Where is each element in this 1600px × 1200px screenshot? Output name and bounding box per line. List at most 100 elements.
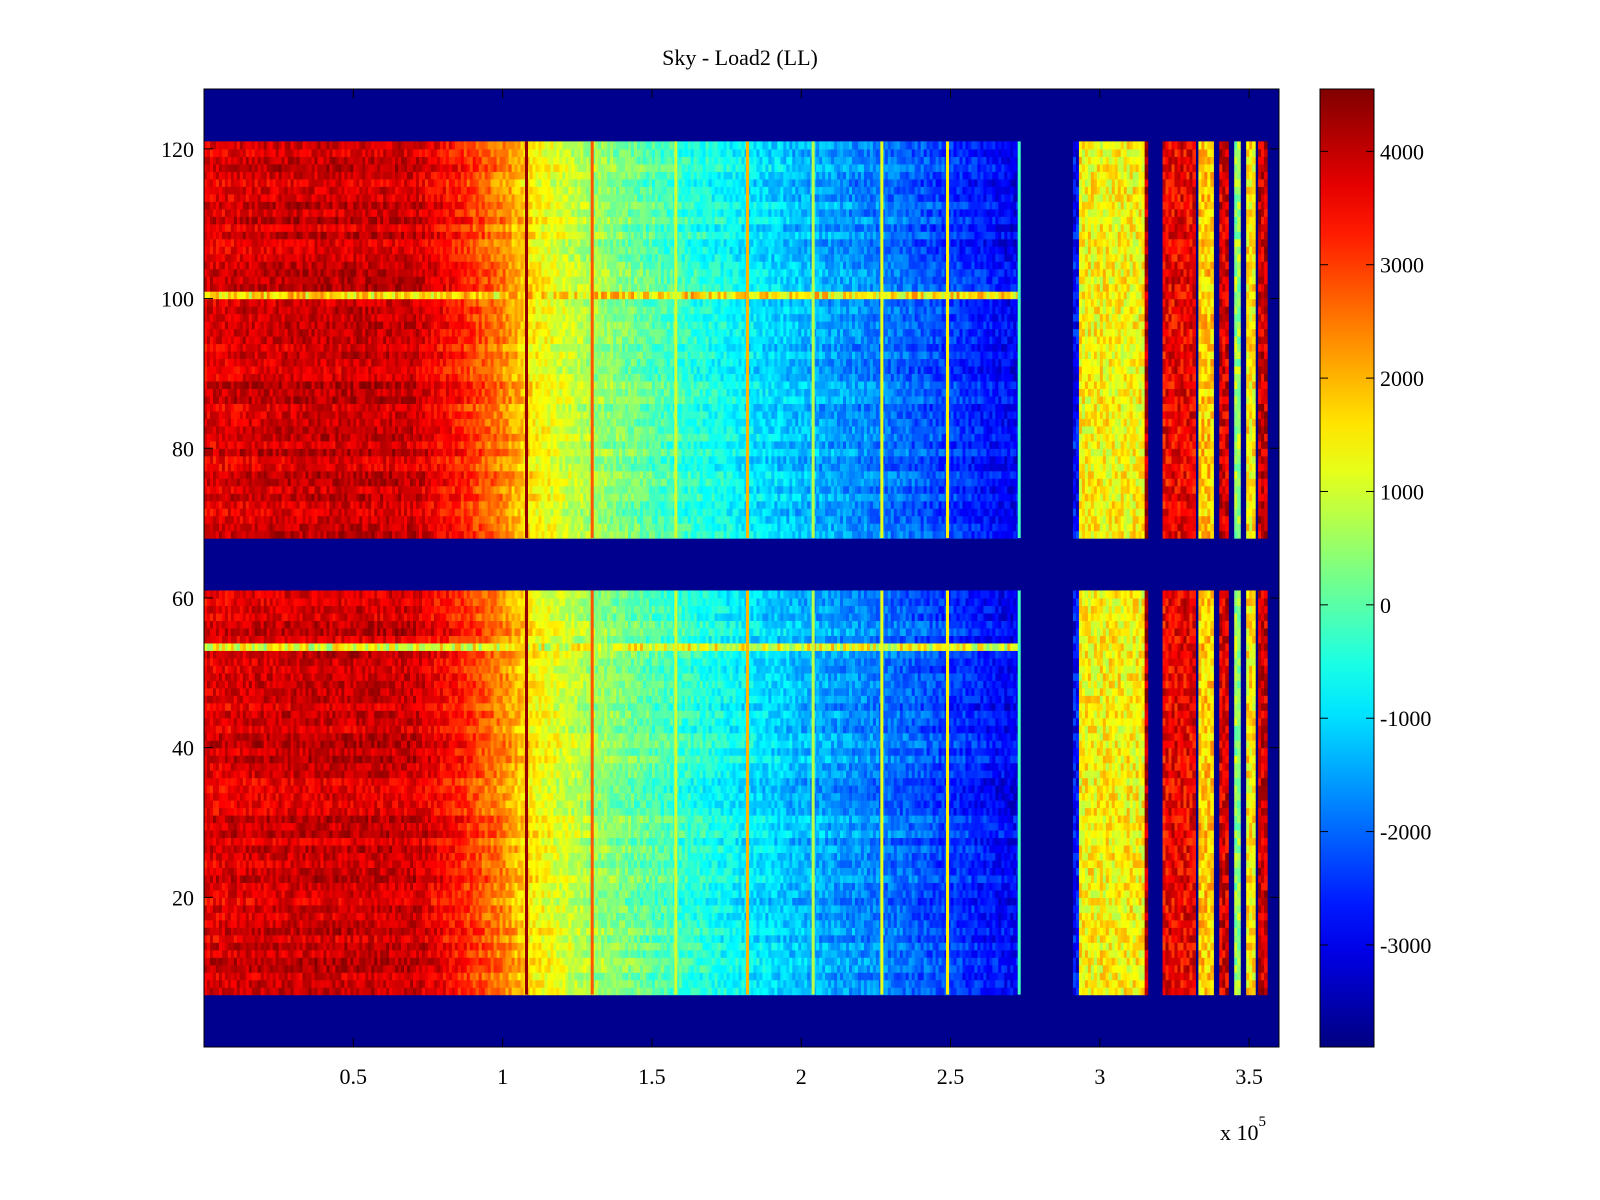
heatmap-cell (1081, 949, 1086, 958)
heatmap-cell (911, 979, 916, 988)
heatmap-cell (1013, 957, 1017, 966)
heatmap-cell (846, 979, 850, 988)
heatmap-cell (254, 972, 259, 981)
heatmap-cell (263, 972, 268, 981)
heatmap-cell (1171, 964, 1176, 973)
heatmap-cell (789, 979, 793, 988)
heatmap-cell (332, 949, 336, 958)
heatmap-cell (1078, 957, 1083, 966)
heatmap-cell (717, 964, 722, 973)
heatmap-cell (272, 972, 277, 981)
heatmap-cell (293, 949, 298, 958)
heatmap-cell (762, 949, 766, 958)
heatmap-cell (580, 964, 584, 973)
heatmap-cell (1135, 964, 1140, 973)
heatmap-cell (559, 987, 563, 996)
heatmap-cell (520, 957, 525, 966)
heatmap-cell (269, 972, 274, 981)
heatmap-cell (857, 979, 862, 988)
heatmap-cell (377, 987, 381, 996)
heatmap-cell (332, 957, 336, 966)
heatmap-cell (1144, 934, 1149, 943)
heatmap-cell (851, 972, 856, 981)
heatmap-cell (708, 979, 713, 988)
heatmap-cell (583, 987, 587, 996)
heatmap-cell (789, 964, 793, 973)
heatmap-cell (887, 987, 892, 996)
heatmap-cell (463, 964, 468, 973)
heatmap-cell (487, 949, 492, 958)
heatmap-cell (1210, 964, 1214, 973)
heatmap-cell (338, 972, 342, 981)
heatmap-cell (242, 987, 247, 996)
heatmap-cell (777, 964, 781, 973)
heatmap-cell (834, 979, 838, 988)
heatmap-cell (1075, 987, 1080, 996)
heatmap-cell (1264, 942, 1268, 951)
heatmap-cell (696, 972, 701, 981)
heatmap-cell (236, 979, 241, 988)
heatmap-cell (1087, 957, 1092, 966)
heatmap-cell (553, 972, 557, 981)
heatmap-cell (642, 972, 647, 981)
heatmap-cell (887, 979, 892, 988)
heatmap-cell (404, 957, 408, 966)
heatmap-cell (619, 979, 623, 988)
heatmap-cell (386, 987, 390, 996)
heatmap-cell (332, 979, 336, 988)
heatmap-cell (1001, 979, 1005, 988)
heatmap-cell (1013, 964, 1017, 973)
heatmap-cell (1237, 889, 1241, 898)
heatmap-cell (559, 957, 563, 966)
heatmap-cell (780, 949, 784, 958)
heatmap-cell (959, 979, 964, 988)
heatmap-cell (221, 964, 226, 973)
heatmap-cell (1201, 964, 1205, 973)
heatmap-cell (723, 987, 728, 996)
heatmap-cell (636, 979, 641, 988)
heatmap-cell (634, 987, 638, 996)
heatmap-cell (938, 972, 943, 981)
heatmap-cell (902, 964, 907, 973)
heatmap-cell (469, 964, 474, 973)
heatmap-cell (875, 979, 880, 988)
heatmap-cell (416, 949, 420, 958)
heatmap-cell (592, 979, 596, 988)
heatmap-cell (436, 949, 441, 958)
heatmap-cell (908, 979, 913, 988)
heatmap-cell (947, 987, 952, 996)
heatmap-cell (854, 949, 859, 958)
heatmap-cell (362, 987, 366, 996)
heatmap-cell (245, 964, 250, 973)
heatmap-cell (971, 964, 976, 973)
heatmap-cell (251, 972, 256, 981)
heatmap-cell (819, 964, 823, 973)
heatmap-cell (1123, 979, 1128, 988)
heatmap-cell (768, 972, 772, 981)
heatmap-cell (1177, 949, 1182, 958)
heatmap-cell (1013, 987, 1017, 996)
heatmap-cell (218, 964, 223, 973)
heatmap-cell (454, 957, 459, 966)
heatmap-cell (595, 964, 599, 973)
heatmap-cell (230, 957, 235, 966)
heatmap-cell (750, 964, 755, 973)
heatmap-cell (314, 979, 319, 988)
heatmap-cell (233, 964, 238, 973)
heatmap-cell (920, 972, 925, 981)
heatmap-cell (380, 964, 384, 973)
heatmap-cell (708, 987, 713, 996)
heatmap-cell (1210, 957, 1214, 966)
heatmap-cell (705, 949, 710, 958)
heatmap-cell (723, 949, 728, 958)
heatmap-cell (204, 979, 208, 988)
heatmap-cell (1084, 972, 1089, 981)
heatmap-cell (430, 979, 435, 988)
heatmap-cell (962, 979, 967, 988)
heatmap-cell (559, 949, 563, 958)
heatmap-cell (490, 957, 495, 966)
heatmap-cell (371, 964, 375, 973)
heatmap-cell (741, 964, 746, 973)
heatmap-cell (284, 964, 289, 973)
heatmap-cell (690, 979, 695, 988)
